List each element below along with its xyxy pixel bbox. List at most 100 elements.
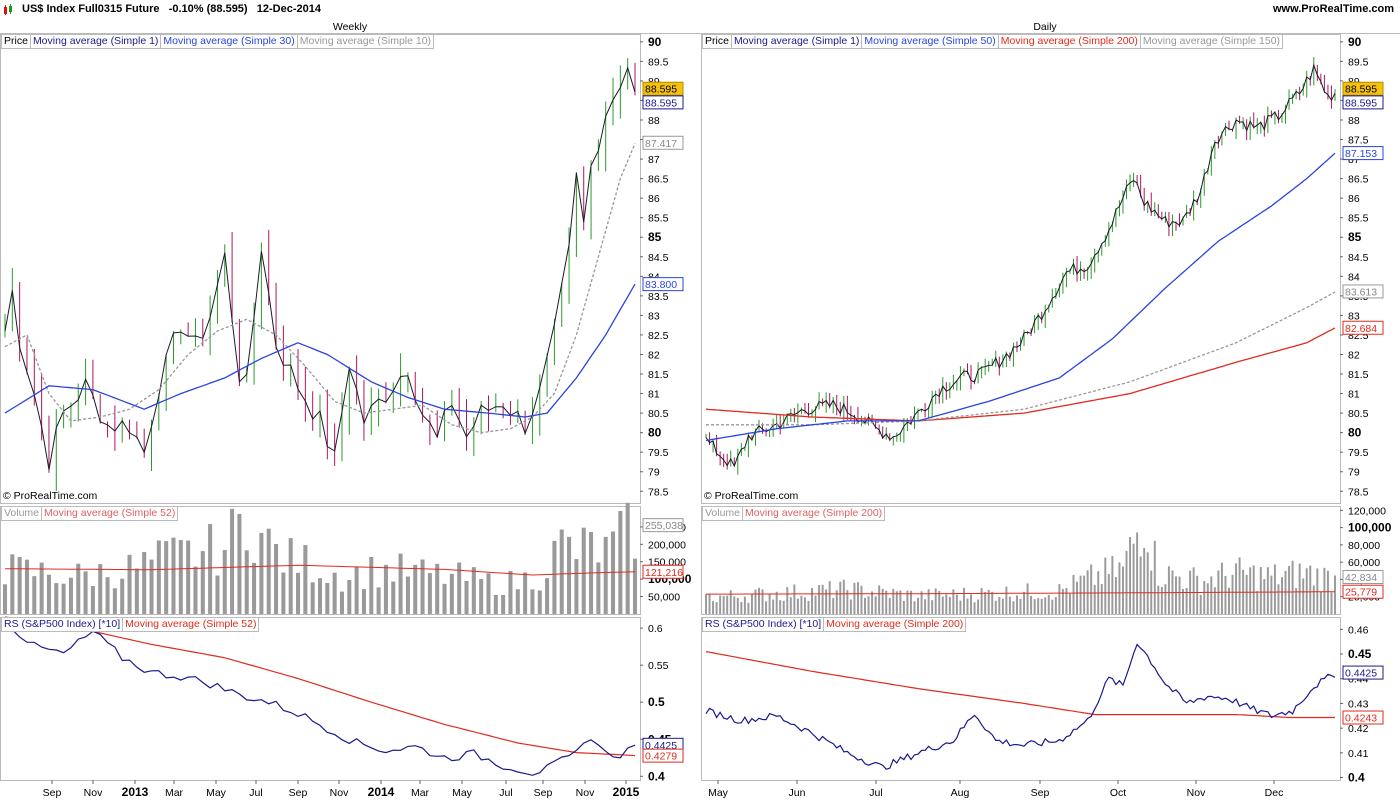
volume-bar: [800, 595, 803, 614]
legend-sma50[interactable]: Moving average (Simple 50): [861, 34, 999, 49]
legend-volume[interactable]: Volume: [1, 506, 43, 521]
volume-bar: [1235, 563, 1238, 614]
legend-sma52[interactable]: Moving average (Simple 52): [122, 617, 260, 632]
y-axis-label: 88: [1348, 115, 1360, 127]
volume-bar: [1037, 598, 1040, 614]
legend-sma10[interactable]: Moving average (Simple 10): [296, 34, 435, 49]
value-tag-label: 121,216: [645, 567, 683, 579]
legend-sma52[interactable]: Moving average (Simple 52): [41, 506, 179, 521]
legend-volume[interactable]: Volume: [702, 506, 744, 521]
volume-bar: [618, 510, 623, 614]
volume-bar: [68, 577, 73, 614]
volume-bar: [1125, 550, 1128, 614]
volume-bar: [398, 553, 403, 614]
volume-bar: [215, 575, 220, 614]
volume-bar: [134, 568, 139, 614]
volume-bar: [54, 583, 59, 614]
daily-volume-legend: Volume Moving average (Simple 200): [702, 506, 886, 521]
value-tag-label: 87.417: [645, 138, 677, 150]
volume-bar: [1323, 567, 1326, 614]
volume-bar: [156, 540, 161, 614]
y-axis-label: 82.5: [648, 330, 669, 342]
volume-bar: [567, 536, 572, 614]
volume-bar: [952, 589, 955, 614]
y-axis-label: 0.4: [1348, 771, 1365, 785]
volume-bar: [244, 550, 249, 614]
volume-bar: [1121, 566, 1124, 614]
volume-bar: [1079, 575, 1082, 614]
x-axis-label: Nov: [576, 787, 595, 799]
volume-bar: [127, 554, 132, 614]
legend-rs[interactable]: RS (S&P500 Index) [*10]: [702, 617, 825, 632]
volume-bar: [871, 591, 874, 614]
volume-bar: [405, 576, 410, 614]
volume-bar: [178, 540, 183, 614]
y-axis-label: 86.5: [1348, 174, 1369, 186]
volume-bar: [1263, 579, 1266, 614]
volume-bar: [581, 527, 586, 614]
volume-bar: [782, 600, 785, 614]
panel-frame: [0, 506, 641, 615]
volume-bar: [729, 590, 732, 614]
volume-bar: [1146, 552, 1149, 614]
volume-bar: [1058, 584, 1061, 614]
volume-bar: [596, 562, 601, 614]
volume-bar: [288, 538, 293, 614]
volume-bar: [941, 596, 944, 614]
volume-bar: [793, 584, 796, 614]
legend-sma200[interactable]: Moving average (Simple 200): [823, 617, 967, 632]
volume-bar: [171, 537, 176, 614]
volume-bar: [786, 587, 789, 614]
y-axis-label: 200,000: [648, 539, 686, 551]
volume-bar: [230, 508, 235, 614]
volume-bar: [281, 572, 286, 614]
volume-bar: [1033, 599, 1036, 614]
volume-bar: [120, 578, 125, 614]
volume-bar: [186, 540, 191, 614]
volume-bar: [1072, 574, 1075, 614]
volume-bar: [1206, 583, 1209, 614]
y-axis-label: 87: [648, 154, 660, 166]
volume-bar: [743, 596, 746, 614]
value-tag: [642, 135, 684, 150]
legend-sma30[interactable]: Moving average (Simple 30): [160, 34, 298, 49]
volume-bar: [938, 591, 941, 614]
legend-price[interactable]: Price: [1, 34, 31, 49]
legend-sma1[interactable]: Moving average (Simple 1): [730, 34, 863, 49]
volume-bar: [712, 601, 715, 614]
legend-sma1[interactable]: Moving average (Simple 1): [29, 34, 162, 49]
value-tag: [642, 564, 684, 579]
volume-bar: [761, 589, 764, 614]
volume-bar: [828, 581, 831, 614]
y-axis-label: 0.4: [648, 769, 665, 783]
volume-bar: [1132, 543, 1135, 614]
volume-bar: [1086, 570, 1089, 614]
y-axis-label: 79: [1348, 467, 1360, 479]
site-link[interactable]: www.ProRealTime.com: [1272, 3, 1394, 15]
y-axis-label: 86: [1348, 193, 1360, 205]
y-axis-label: 86.5: [648, 174, 669, 186]
legend-price[interactable]: Price: [702, 34, 732, 49]
legend-rs[interactable]: RS (S&P500 Index) [*10]: [1, 617, 124, 632]
x-axis-label: 2015: [613, 785, 640, 799]
volume-bar: [1270, 575, 1273, 614]
y-axis-label: 80,000: [1348, 540, 1380, 552]
volume-bar: [112, 588, 117, 614]
volume-bar: [1157, 585, 1160, 614]
volume-bar: [959, 600, 962, 614]
x-axis-label: Jun: [789, 787, 806, 799]
volume-bar: [479, 579, 484, 614]
y-axis-label: 83.5: [648, 291, 669, 303]
y-axis-label: 79: [648, 467, 660, 479]
legend-sma150[interactable]: Moving average (Simple 150): [1139, 34, 1284, 49]
legend-sma200[interactable]: Moving average (Simple 200): [997, 34, 1141, 49]
volume-bar: [803, 597, 806, 614]
y-axis-label: 81.5: [648, 369, 669, 381]
volume-bar: [775, 591, 778, 614]
legend-sma200[interactable]: Moving average (Simple 200): [742, 506, 886, 521]
volume-bar: [391, 581, 396, 614]
volume-bar: [1076, 581, 1079, 614]
volume-bar: [705, 594, 707, 614]
volume-bar: [1316, 568, 1319, 614]
